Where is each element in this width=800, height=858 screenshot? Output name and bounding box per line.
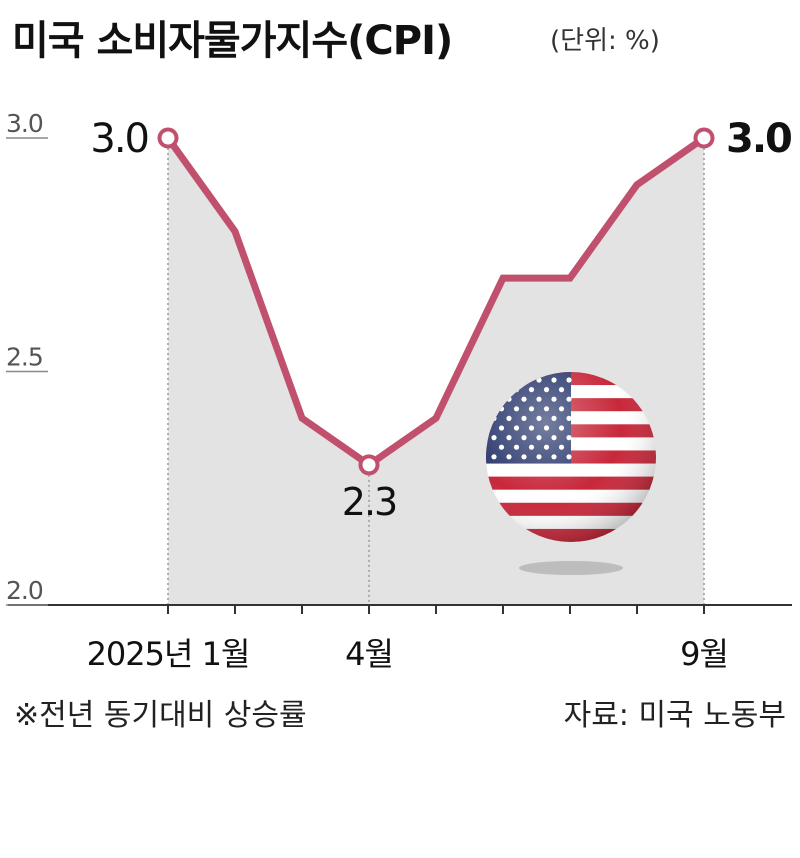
flag-shadow xyxy=(519,561,623,575)
x-tick-label: 9월 xyxy=(680,635,728,673)
unit-label: (단위: %) xyxy=(550,26,660,56)
y-tick-label: 2.5 xyxy=(6,343,43,372)
data-label: 3.0 xyxy=(90,116,148,162)
x-tick-label: 2025년 1월 xyxy=(87,635,250,673)
chart-title: 미국 소비자물가지수(CPI) xyxy=(12,18,453,64)
source-note: 자료: 미국 노동부 xyxy=(563,698,786,733)
y-tick-label: 2.0 xyxy=(6,576,43,605)
data-label: 3.0 xyxy=(726,116,791,162)
data-point-marker xyxy=(358,454,380,476)
data-point-marker xyxy=(157,127,179,149)
data-point-marker xyxy=(693,127,715,149)
footnote: ※전년 동기대비 상승률 xyxy=(14,698,307,733)
cpi-series-line xyxy=(165,135,707,470)
x-tick-label: 4월 xyxy=(345,635,393,673)
y-tick-label: 3.0 xyxy=(6,109,43,138)
cpi-line-chart: 3.0 2.5 2.0 2025년 1월 4월 9월 3.0 2.3 3.0 xyxy=(6,109,793,673)
data-label: 2.3 xyxy=(342,480,396,524)
